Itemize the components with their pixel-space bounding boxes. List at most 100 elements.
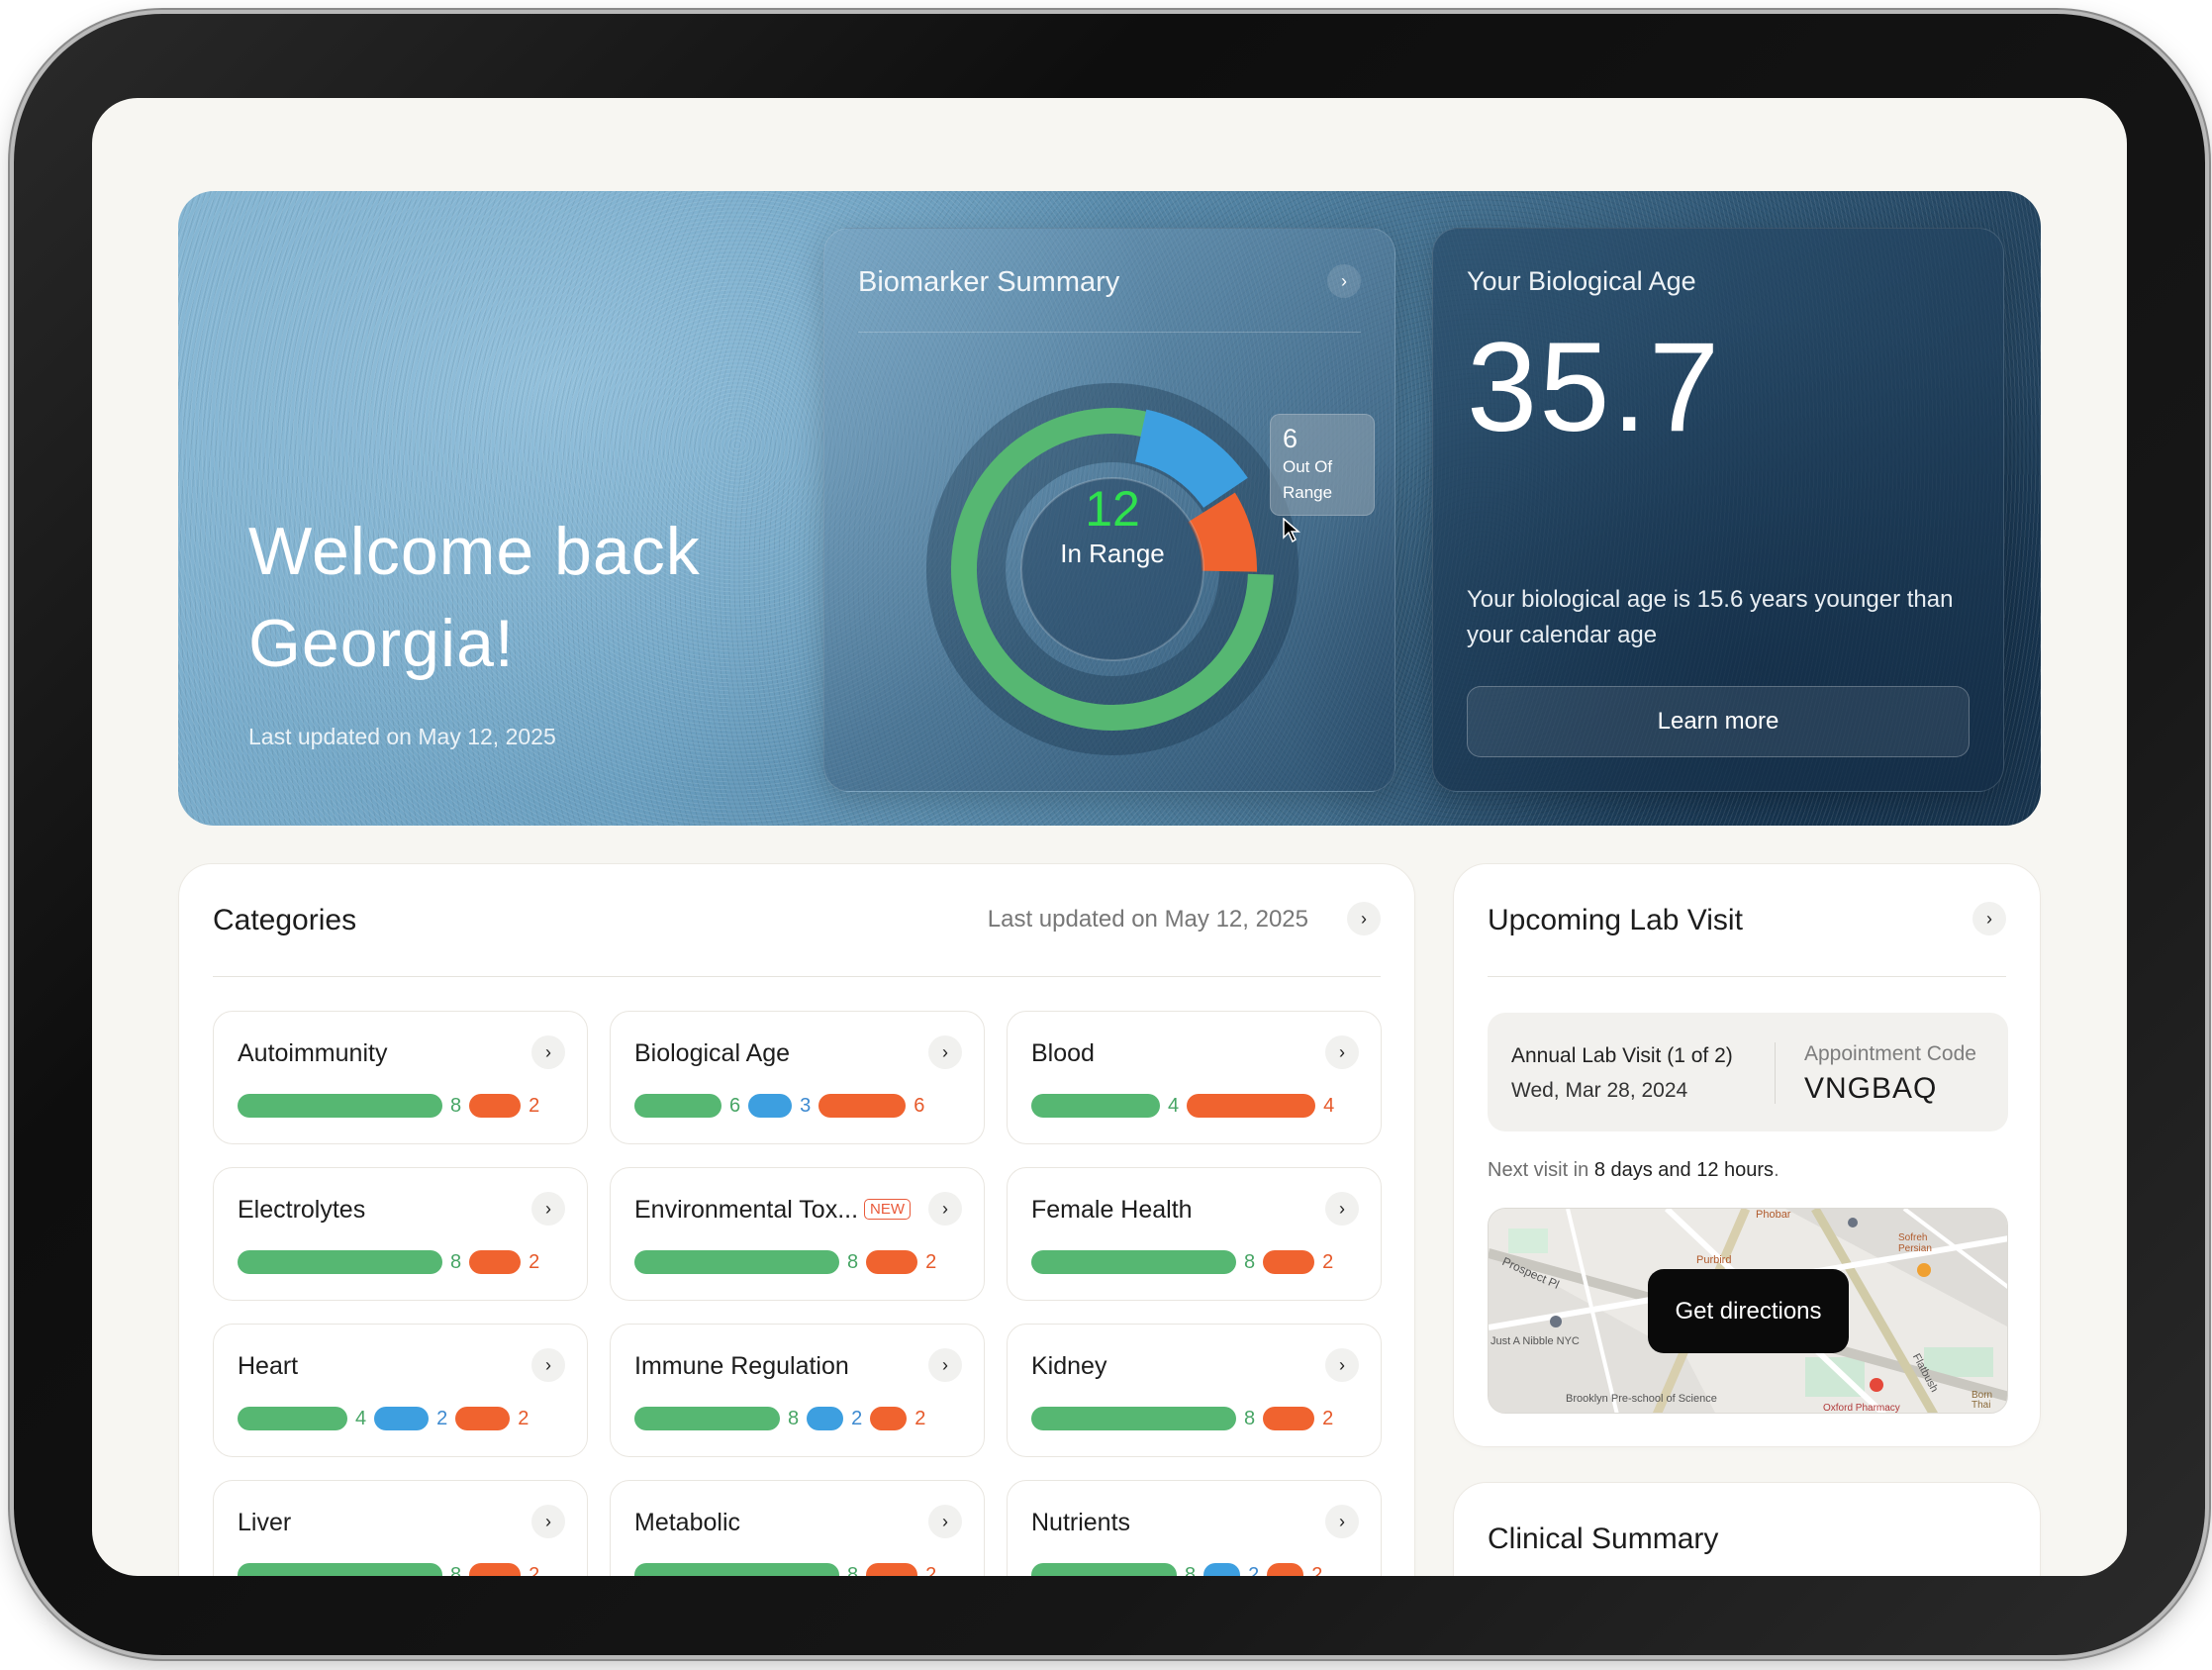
visit-name: Annual Lab Visit (1 of 2): [1511, 1044, 1733, 1067]
orange-count: 2: [925, 1563, 937, 1577]
map-label: Oxford Pharmacy: [1823, 1403, 1900, 1414]
upcoming-lab-visit-card: Upcoming Lab Visit › Annual Lab Visit (1…: [1453, 863, 2041, 1447]
divider: [213, 976, 1381, 977]
category-name: Autoimmunity: [238, 1039, 387, 1068]
category-tile[interactable]: Nutrients › 8 2 2: [1007, 1480, 1382, 1576]
chevron-right-icon[interactable]: ›: [1327, 264, 1361, 298]
learn-more-button[interactable]: Learn more: [1467, 686, 1970, 757]
divider: [858, 332, 1361, 333]
green-bar: [1031, 1094, 1160, 1118]
green-bar: [1031, 1563, 1177, 1576]
new-badge: NEW: [864, 1199, 912, 1220]
out-of-range-count: 6: [1283, 424, 1298, 453]
green-count: 8: [450, 1563, 462, 1577]
category-tile[interactable]: Kidney › 8 2: [1007, 1324, 1382, 1457]
blue-bar: [1203, 1563, 1241, 1576]
map-label: Born Thai: [1972, 1390, 1993, 1411]
chevron-right-icon[interactable]: ›: [531, 1035, 565, 1069]
chevron-right-icon[interactable]: ›: [531, 1348, 565, 1382]
orange-count: 4: [1323, 1094, 1335, 1117]
category-name: Biological Age: [634, 1039, 790, 1068]
orange-bar: [818, 1094, 907, 1118]
appointment-code: VNGBAQ: [1804, 1072, 1938, 1105]
next-visit-prefix: Next visit in: [1488, 1159, 1594, 1181]
mouse-cursor-icon: [1283, 518, 1301, 543]
category-name: Metabolic: [634, 1509, 740, 1537]
location-map[interactable]: Phobar Purbird Sofreh Persian Prospect P…: [1488, 1208, 2008, 1414]
green-bar: [1031, 1407, 1236, 1430]
blue-bar: [748, 1094, 793, 1118]
app-screen: Welcome back Georgia! Last updated on Ma…: [92, 98, 2127, 1576]
chevron-right-icon[interactable]: ›: [928, 1035, 962, 1069]
chevron-right-icon[interactable]: ›: [1325, 1035, 1359, 1069]
chevron-right-icon[interactable]: ›: [531, 1192, 565, 1226]
category-name-text: Environmental Tox...: [634, 1196, 859, 1224]
map-label: Purbird: [1696, 1254, 1732, 1266]
category-name-text: Biological Age: [634, 1039, 791, 1067]
appointment-box: Annual Lab Visit (1 of 2) Wed, Mar 28, 2…: [1488, 1013, 2008, 1131]
category-tile[interactable]: Autoimmunity › 8 2: [213, 1011, 588, 1144]
green-count: 8: [450, 1250, 462, 1273]
category-tile[interactable]: Heart › 4 2 2: [213, 1324, 588, 1457]
donut-center-circle: [1020, 477, 1204, 661]
orange-bar: [866, 1250, 918, 1274]
get-directions-button[interactable]: Get directions: [1648, 1269, 1849, 1353]
blue-count: 2: [436, 1407, 448, 1429]
chevron-right-icon[interactable]: ›: [531, 1505, 565, 1538]
category-name: Environmental Tox... NEW: [634, 1196, 912, 1225]
orange-count: 2: [529, 1250, 540, 1273]
clinical-summary-card: Clinical Summary: [1453, 1482, 2041, 1576]
green-count: 6: [729, 1094, 741, 1117]
chevron-right-icon[interactable]: ›: [928, 1348, 962, 1382]
orange-bar: [866, 1563, 918, 1576]
category-tile[interactable]: Female Health › 8 2: [1007, 1167, 1382, 1301]
blue-bar: [807, 1407, 844, 1430]
orange-bar: [469, 1563, 522, 1576]
out-of-range-tooltip: 6 Out Of Range: [1270, 414, 1375, 516]
category-name: Blood: [1031, 1039, 1095, 1068]
lab-visit-title: Upcoming Lab Visit: [1488, 904, 1743, 936]
biomarker-summary-card[interactable]: Biomarker Summary › 12 In Range 6 Out Of…: [823, 228, 1395, 792]
blue-count: 2: [851, 1407, 863, 1429]
green-bar: [634, 1407, 780, 1430]
category-tile[interactable]: Environmental Tox... NEW › 8 2: [610, 1167, 985, 1301]
chevron-right-icon[interactable]: ›: [1972, 902, 2006, 935]
category-name-text: Metabolic: [634, 1509, 740, 1536]
map-label: Just A Nibble NYC: [1491, 1335, 1580, 1347]
green-count: 8: [847, 1250, 859, 1273]
orange-bar: [455, 1407, 511, 1430]
chevron-right-icon[interactable]: ›: [1325, 1505, 1359, 1538]
blue-bar: [374, 1407, 430, 1430]
category-bars: 8 2 2: [634, 1406, 962, 1431]
orange-count: 2: [925, 1250, 937, 1273]
category-tile[interactable]: Liver › 8 2: [213, 1480, 588, 1576]
green-bar: [634, 1094, 721, 1118]
category-name-text: Autoimmunity: [238, 1039, 388, 1067]
category-name: Nutrients: [1031, 1509, 1130, 1537]
in-range-arc: [951, 408, 1274, 731]
green-count: 8: [847, 1563, 859, 1577]
chevron-right-icon[interactable]: ›: [928, 1505, 962, 1538]
category-tile[interactable]: Metabolic › 8 2: [610, 1480, 985, 1576]
category-name-text: Liver: [238, 1509, 292, 1536]
orange-bar: [469, 1094, 522, 1118]
category-tile[interactable]: Electrolytes › 8 2: [213, 1167, 588, 1301]
category-tile[interactable]: Biological Age › 6 3 6: [610, 1011, 985, 1144]
chevron-right-icon[interactable]: ›: [928, 1192, 962, 1226]
chevron-right-icon[interactable]: ›: [1325, 1192, 1359, 1226]
out-of-range-arc[interactable]: [1187, 492, 1257, 572]
orange-count: 2: [529, 1563, 540, 1577]
chevron-right-icon[interactable]: ›: [1347, 902, 1381, 935]
green-count: 8: [450, 1094, 462, 1117]
category-tile[interactable]: Immune Regulation › 8 2 2: [610, 1324, 985, 1457]
divider: [1775, 1042, 1776, 1104]
category-name-text: Female Health: [1031, 1196, 1193, 1224]
chevron-right-icon[interactable]: ›: [1325, 1348, 1359, 1382]
category-tile[interactable]: Blood › 4 4: [1007, 1011, 1382, 1144]
